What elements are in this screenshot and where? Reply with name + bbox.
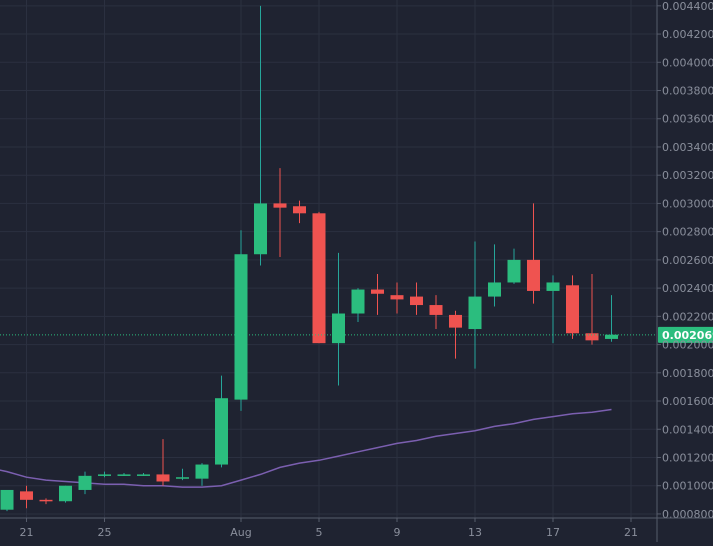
y-tick-label: 0.002800 (662, 226, 713, 239)
candle-up (98, 474, 111, 476)
candle-up (468, 296, 482, 330)
x-tick-label: 21 (20, 526, 34, 539)
candle-up (117, 474, 131, 476)
candle-up (332, 313, 345, 344)
candle-up (195, 464, 209, 479)
candle-up (234, 254, 248, 400)
current-price-layer: 0.002069 (0, 326, 713, 343)
candle-down (20, 491, 33, 500)
x-tick-label: 13 (468, 526, 482, 539)
candle-up (0, 489, 14, 510)
y-tick-label: 0.003600 (662, 113, 713, 126)
candle-down (371, 289, 384, 294)
x-tick-label: 17 (546, 526, 560, 539)
candle-down (156, 474, 170, 482)
candle-up (605, 334, 618, 339)
candle-up (215, 398, 228, 465)
y-tick-label: 0.003400 (662, 141, 713, 154)
candle-up (78, 475, 92, 490)
x-tick-label: 5 (316, 526, 323, 539)
candle-down (293, 206, 306, 214)
candle-down (527, 259, 540, 291)
y-tick-label: 0.000800 (662, 508, 713, 521)
y-tick-label: 0.003800 (662, 85, 713, 98)
candle-up (59, 485, 72, 502)
candle-up (351, 289, 365, 314)
y-tick-label: 0.004200 (662, 28, 713, 41)
x-tick-label: 21 (624, 526, 638, 539)
x-tick-label: 25 (98, 526, 112, 539)
candle-down (273, 203, 287, 208)
candle-down (449, 314, 462, 328)
candle-up (137, 474, 150, 476)
candle-down (410, 296, 423, 306)
y-tick-label: 0.001600 (662, 395, 713, 408)
candle-up (254, 203, 267, 255)
candle-up (507, 259, 521, 283)
y-tick-label: 0.003200 (662, 169, 713, 182)
candle-down (312, 213, 326, 344)
x-tick-label: Aug (230, 526, 251, 539)
candle-down (429, 305, 443, 315)
candle-down (39, 499, 53, 502)
price-axis[interactable]: 0.004400 0.004200 0.004000 0.003800 0.003600… (656, 0, 713, 542)
y-tick-label: 0.002200 (662, 310, 713, 323)
candle-down (566, 285, 579, 334)
candle-down (390, 295, 404, 300)
current-price-badge (658, 326, 713, 343)
candle-down (585, 333, 599, 341)
time-axis[interactable]: 21 25 Aug 5 9 13 17 21 (0, 517, 713, 539)
candle-up (176, 477, 189, 479)
y-tick-label: 0.004400 (662, 0, 713, 13)
candle-up (488, 282, 501, 297)
y-tick-label: 0.001000 (662, 480, 713, 493)
y-tick-label: 0.001800 (662, 367, 713, 380)
x-tick-label: 9 (394, 526, 401, 539)
y-tick-label: 0.004000 (662, 56, 713, 69)
y-tick-label: 0.002600 (662, 254, 713, 267)
y-tick-label: 0.001400 (662, 423, 713, 436)
y-tick-label: 0.001200 (662, 451, 713, 464)
y-tick-label: 0.002000 (662, 339, 713, 352)
y-tick-label: 0.003000 (662, 197, 713, 210)
candle-up (546, 282, 560, 291)
current-price-label: 0.002069 (662, 329, 713, 342)
y-tick-label: 0.002400 (662, 282, 713, 295)
candles-layer (0, 5, 618, 512)
